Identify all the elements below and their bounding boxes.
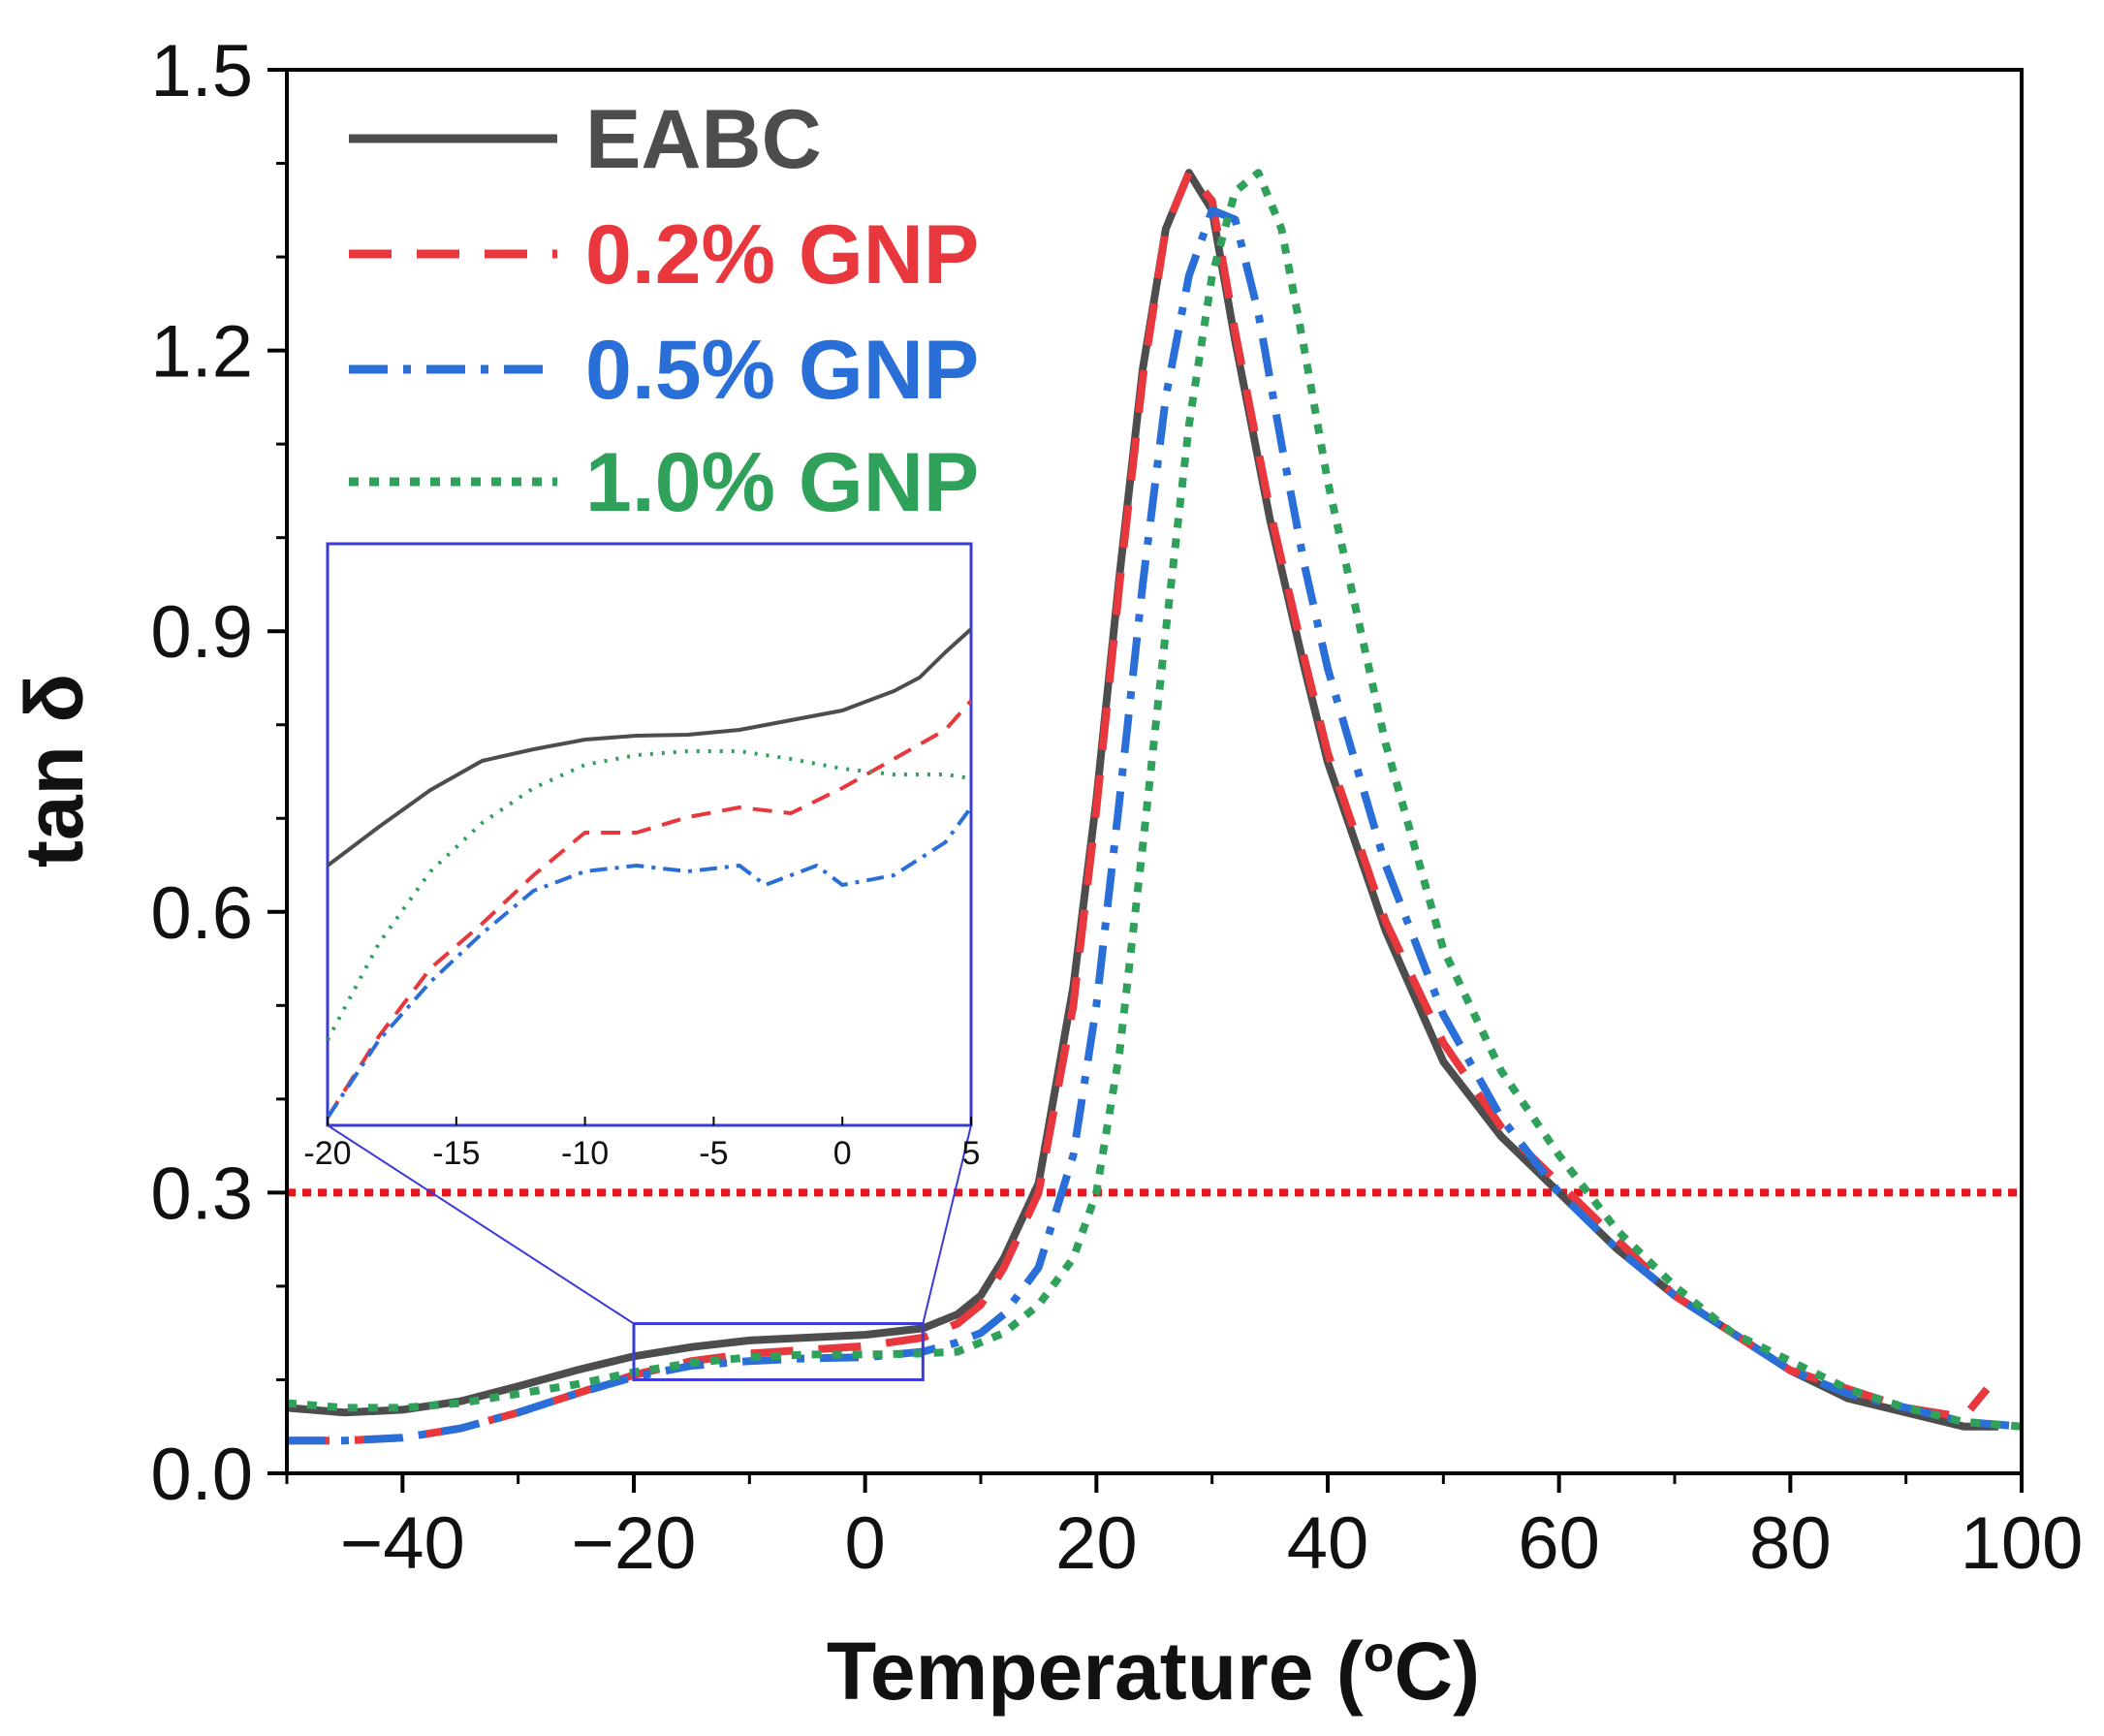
inset-line-0-5-gnp (328, 805, 971, 1120)
y-tick-label: 0.3 (150, 1152, 253, 1235)
inset-line-0-2-gnp (328, 699, 971, 1120)
legend-label-0-2-gnp: 0.2% GNP (585, 208, 979, 301)
x-tick-label: −40 (340, 1502, 465, 1585)
x-tick-label: −20 (572, 1502, 697, 1585)
inset-frame (326, 542, 973, 1127)
x-tick-label: 0 (845, 1502, 886, 1585)
zoom-connector-left (327, 1124, 635, 1325)
legend: EABC 0.2% GNP 0.5% GNP 1.0% GNP (349, 93, 979, 529)
legend-label-eabc: EABC (585, 93, 822, 186)
y-tick-label: 0.9 (150, 591, 253, 674)
main-plot-marks (286, 169, 2023, 1445)
series-line-0-5-gnp (287, 205, 2023, 1445)
x-tick-label: 20 (1055, 1502, 1138, 1585)
inset-line-1-0-gnp (328, 749, 971, 1041)
inset-line-eabc (328, 627, 971, 868)
inset-x-tick-label: 5 (962, 1135, 981, 1172)
y-tick-label: 1.5 (150, 30, 253, 112)
legend-label-0-5-gnp: 0.5% GNP (585, 324, 979, 417)
inset-x-tick-label: -20 (303, 1135, 351, 1172)
plot-frame (285, 68, 2024, 1475)
inset-x-tick-label: -5 (699, 1135, 728, 1172)
y-tick-label: 1.2 (150, 311, 253, 394)
legend-label-1-0-gnp: 1.0% GNP (585, 436, 979, 529)
y-axis-title: tan δ (9, 674, 100, 868)
y-tick-label: 0.6 (150, 872, 253, 955)
inset-x-tick-label: -15 (432, 1135, 480, 1172)
zoom-connector-right (922, 1124, 972, 1324)
inset-x-tick-label: 0 (833, 1135, 852, 1172)
zoom-box (632, 1322, 925, 1381)
x-tick-label: 60 (1518, 1502, 1600, 1585)
y-tick-label: 0.0 (150, 1434, 253, 1516)
inset-panel: -20 -15 -10 -5 0 5 (303, 542, 981, 1325)
x-tick-label: 100 (1961, 1502, 2084, 1585)
inset-series (328, 627, 971, 1120)
inset-x-tick-label: -10 (561, 1135, 609, 1172)
main-axis-ticks: −40 −20 0 20 40 60 80 100 0.0 0.3 0.6 0.9 1.2 1.5 (150, 30, 2083, 1585)
x-tick-label: 40 (1287, 1502, 1369, 1585)
x-tick-label: 80 (1749, 1502, 1832, 1585)
x-axis-title: Temperature (oC) (827, 1626, 1480, 1717)
